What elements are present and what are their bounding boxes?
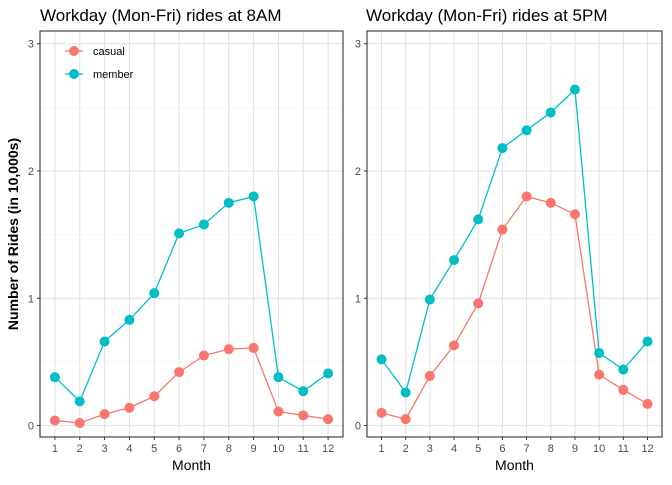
data-point-member xyxy=(424,294,435,305)
data-point-casual xyxy=(424,370,435,381)
data-point-member xyxy=(198,219,209,230)
panel-border xyxy=(39,30,344,438)
x-axis-label: Month xyxy=(495,457,534,473)
x-tick-label: 5 xyxy=(475,443,481,455)
x-axis-label: Month xyxy=(172,457,211,473)
x-tick-label: 8 xyxy=(548,443,554,455)
x-tick-label: 7 xyxy=(201,443,207,455)
data-point-member xyxy=(449,255,460,266)
data-point-member xyxy=(545,107,556,118)
data-point-member xyxy=(298,386,309,397)
data-point-member xyxy=(323,368,334,379)
data-point-member xyxy=(594,348,605,358)
data-point-casual xyxy=(323,414,334,425)
data-point-member xyxy=(74,396,85,407)
legend-label-casual: casual xyxy=(93,46,125,58)
data-point-casual xyxy=(124,402,135,413)
legend-key-casual xyxy=(69,46,79,56)
y-tick-label: 0 xyxy=(28,421,34,433)
x-tick-label: 7 xyxy=(524,443,530,455)
x-tick-label: 1 xyxy=(378,443,384,455)
data-point-casual xyxy=(497,224,508,235)
data-point-casual xyxy=(223,344,234,355)
plot-background xyxy=(40,31,343,437)
x-tick-label: 2 xyxy=(403,443,409,455)
y-axis-label: Number of Rides (in 10,000s) xyxy=(5,138,21,330)
data-point-member xyxy=(642,336,653,347)
x-tick-label: 12 xyxy=(641,443,653,455)
data-point-casual xyxy=(149,391,160,402)
x-tick-label: 3 xyxy=(427,443,433,455)
panel-border xyxy=(366,30,663,438)
data-point-casual xyxy=(273,406,284,417)
x-tick-label: 5 xyxy=(151,443,157,455)
chart-title: Workday (Mon-Fri) rides at 5PM xyxy=(366,6,608,25)
y-tick-label: 3 xyxy=(355,39,361,51)
data-point-member xyxy=(49,372,60,383)
data-point-member xyxy=(569,84,580,95)
y-tick-label: 0 xyxy=(355,421,361,433)
data-point-member xyxy=(149,288,160,299)
chart-title: Workday (Mon-Fri) rides at 8AM xyxy=(40,6,282,25)
data-point-casual xyxy=(473,298,484,309)
data-point-member xyxy=(223,197,234,208)
legend-key-member xyxy=(69,69,79,79)
data-point-casual xyxy=(376,407,387,418)
data-point-casual xyxy=(521,191,532,202)
y-tick-label: 2 xyxy=(28,166,34,178)
data-point-casual xyxy=(569,209,580,220)
data-point-casual xyxy=(545,197,556,208)
legend-label-member: member xyxy=(93,69,134,81)
x-tick-label: 2 xyxy=(77,443,83,455)
data-point-casual xyxy=(642,398,653,409)
x-tick-label: 4 xyxy=(126,443,132,455)
data-point-casual xyxy=(449,340,460,351)
y-tick-label: 2 xyxy=(355,166,361,178)
data-point-casual xyxy=(594,369,605,380)
x-tick-label: 10 xyxy=(593,443,605,455)
x-tick-label: 1 xyxy=(52,443,58,455)
y-tick-label: 3 xyxy=(28,39,34,51)
plot-background xyxy=(367,31,662,437)
data-point-casual xyxy=(49,415,60,426)
data-point-member xyxy=(618,364,629,375)
y-tick-label: 1 xyxy=(355,293,361,305)
data-point-casual xyxy=(618,384,629,395)
x-tick-label: 9 xyxy=(572,443,578,455)
x-tick-label: 4 xyxy=(451,443,457,455)
x-tick-label: 10 xyxy=(272,443,284,455)
x-tick-label: 12 xyxy=(322,443,334,455)
data-point-casual xyxy=(174,367,185,378)
data-point-casual xyxy=(248,342,259,353)
data-point-member xyxy=(497,143,508,154)
data-point-member xyxy=(248,191,259,202)
data-point-casual xyxy=(99,409,110,420)
data-point-member xyxy=(473,214,484,225)
data-point-member xyxy=(376,354,387,365)
data-point-casual xyxy=(74,418,85,428)
data-point-member xyxy=(174,228,185,239)
data-point-member xyxy=(273,372,284,383)
data-point-casual xyxy=(400,414,411,425)
data-point-casual xyxy=(298,410,309,421)
x-tick-label: 6 xyxy=(176,443,182,455)
x-tick-label: 11 xyxy=(298,443,309,455)
data-point-member xyxy=(521,125,532,136)
data-point-member xyxy=(99,336,110,347)
x-tick-label: 3 xyxy=(102,443,108,455)
x-tick-label: 11 xyxy=(618,443,629,455)
y-tick-label: 1 xyxy=(28,293,34,305)
x-tick-label: 8 xyxy=(226,443,232,455)
legend: casual member xyxy=(65,46,134,81)
x-tick-label: 6 xyxy=(499,443,505,455)
data-point-member xyxy=(124,314,135,325)
data-point-member xyxy=(400,387,411,398)
data-point-casual xyxy=(198,350,209,361)
x-tick-label: 9 xyxy=(251,443,257,455)
